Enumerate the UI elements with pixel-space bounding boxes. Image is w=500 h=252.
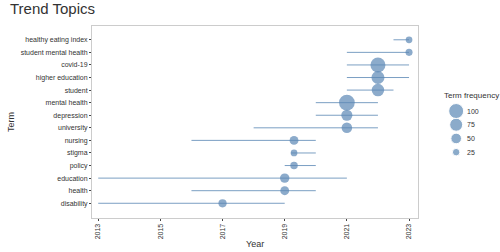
svg-text:2017: 2017 [219, 224, 226, 240]
svg-text:50: 50 [467, 135, 475, 142]
svg-text:policy: policy [70, 162, 88, 170]
svg-text:higher education: higher education [36, 74, 88, 82]
svg-text:25: 25 [467, 149, 475, 156]
svg-text:university: university [58, 124, 88, 132]
svg-text:health: health [69, 187, 88, 194]
svg-text:healthy eating index: healthy eating index [25, 36, 88, 44]
svg-text:stigma: stigma [67, 149, 88, 157]
svg-text:student mental health: student mental health [21, 49, 88, 56]
svg-text:Trend Topics: Trend Topics [10, 0, 95, 17]
svg-text:student: student [65, 87, 88, 94]
svg-text:2015: 2015 [157, 224, 164, 240]
svg-text:Term: Term [6, 112, 16, 132]
svg-text:2019: 2019 [281, 224, 288, 240]
svg-text:100: 100 [467, 108, 479, 115]
svg-text:education: education [57, 175, 87, 182]
svg-text:75: 75 [467, 121, 475, 128]
svg-text:Term frequency: Term frequency [444, 91, 499, 100]
svg-text:Year: Year [246, 239, 264, 249]
svg-text:mental health: mental health [46, 99, 88, 106]
svg-text:depression: depression [53, 112, 87, 120]
svg-text:disability: disability [61, 200, 88, 208]
svg-text:2023: 2023 [405, 224, 412, 240]
svg-text:covid-19: covid-19 [61, 61, 88, 68]
svg-text:2021: 2021 [343, 224, 350, 240]
svg-text:nursing: nursing [65, 137, 88, 145]
svg-text:2013: 2013 [94, 224, 101, 240]
